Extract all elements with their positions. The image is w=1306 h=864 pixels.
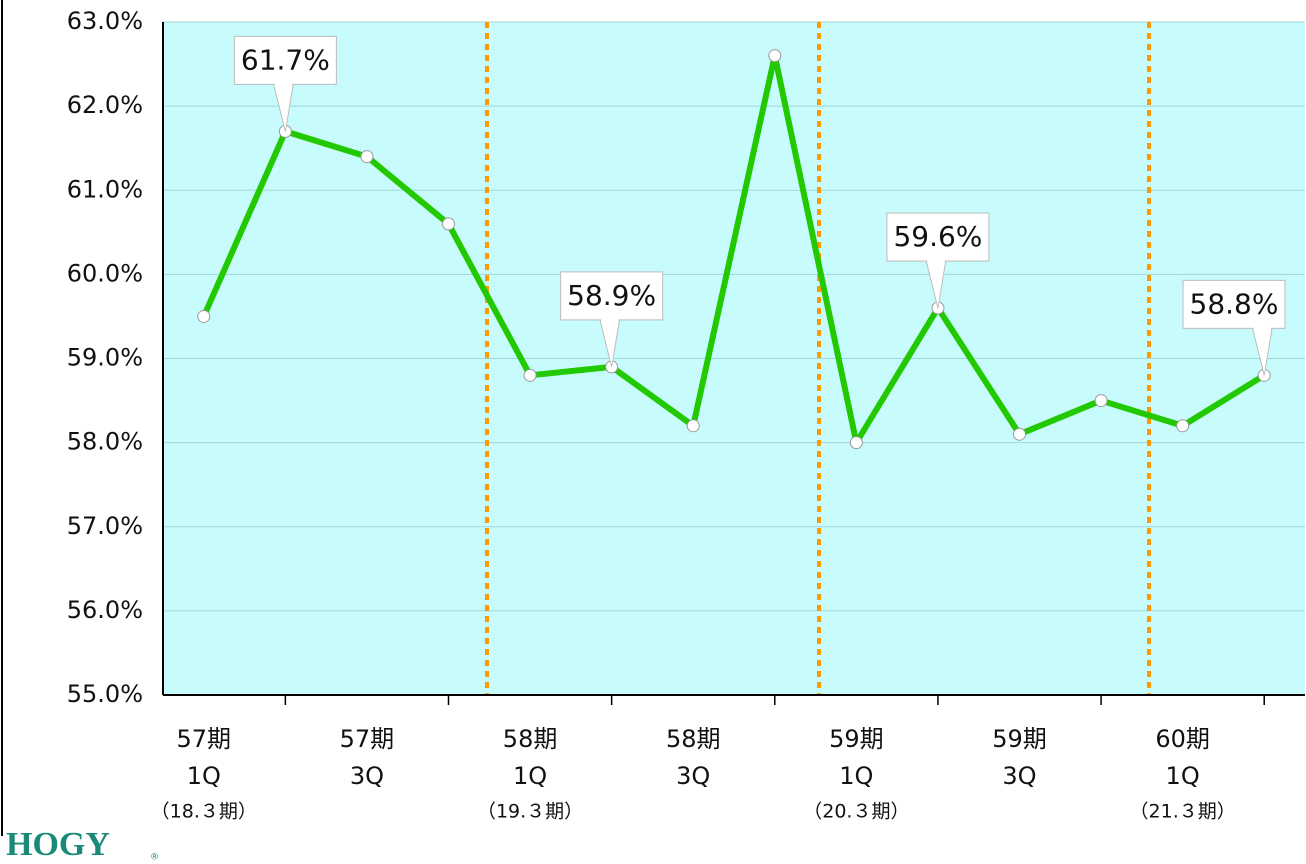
data-label: 61.7% xyxy=(241,43,330,76)
callout-box xyxy=(233,35,337,85)
y-tick-label: 56.0% xyxy=(67,596,143,624)
point-marker xyxy=(197,309,211,323)
x-tick-label: 58期 xyxy=(666,725,721,753)
x-tick-label: 59期 xyxy=(829,725,884,753)
x-tick-label: （20.３期） xyxy=(803,801,909,823)
x-tick-label: （19.３期） xyxy=(477,801,583,823)
callout-box xyxy=(1182,279,1286,329)
callout-box xyxy=(886,212,990,262)
point-marker xyxy=(1176,419,1190,433)
point-marker xyxy=(686,419,700,433)
logo-mark: ® xyxy=(150,853,159,861)
data-label: 58.8% xyxy=(1190,287,1279,320)
callout-pointer-fill xyxy=(274,82,293,130)
point-marker xyxy=(523,368,537,382)
data-label: 59.6% xyxy=(893,220,982,253)
x-tick-label: 57期 xyxy=(177,725,232,753)
x-tick-label: （21.３期） xyxy=(1130,801,1236,823)
x-tick-label: 3Q xyxy=(1002,762,1036,790)
y-tick-label: 61.0% xyxy=(67,175,143,203)
logo: HOGY xyxy=(6,826,110,860)
y-tick-label: 59.0% xyxy=(67,344,143,372)
x-tick-label: （18.３期） xyxy=(151,801,257,823)
point-marker xyxy=(849,436,863,450)
point-marker xyxy=(442,217,455,231)
data-label: 58.9% xyxy=(567,279,656,312)
x-tick-label: 1Q xyxy=(839,762,873,790)
point-marker xyxy=(1013,427,1026,441)
point-marker xyxy=(360,150,374,164)
point-marker xyxy=(1094,394,1108,408)
y-tick-label: 60.0% xyxy=(67,259,143,287)
x-tick-label: 3Q xyxy=(350,762,384,790)
series-line xyxy=(201,52,1266,446)
x-tick-label: 60期 xyxy=(1155,725,1210,753)
x-tick-label: 1Q xyxy=(1166,762,1200,790)
y-tick-label: 63.0% xyxy=(67,7,143,35)
x-tick-label: 3Q xyxy=(676,762,710,790)
x-tick-label: 59期 xyxy=(992,725,1047,753)
x-tick-label: 57期 xyxy=(340,725,395,753)
callout-pointer-fill xyxy=(600,317,619,365)
callout-box xyxy=(560,271,664,321)
x-tick-label: 1Q xyxy=(187,762,221,790)
y-tick-label: 58.0% xyxy=(67,428,143,456)
y-tick-label: 62.0% xyxy=(67,91,143,119)
y-tick-label: 55.0% xyxy=(67,680,143,708)
y-tick-label: 57.0% xyxy=(67,512,143,540)
point-marker xyxy=(768,49,782,63)
callout-pointer-fill xyxy=(926,259,945,307)
x-tick-label: 1Q xyxy=(513,762,547,790)
x-tick-label: 58期 xyxy=(503,725,558,753)
callout-pointer-fill xyxy=(1253,326,1272,374)
